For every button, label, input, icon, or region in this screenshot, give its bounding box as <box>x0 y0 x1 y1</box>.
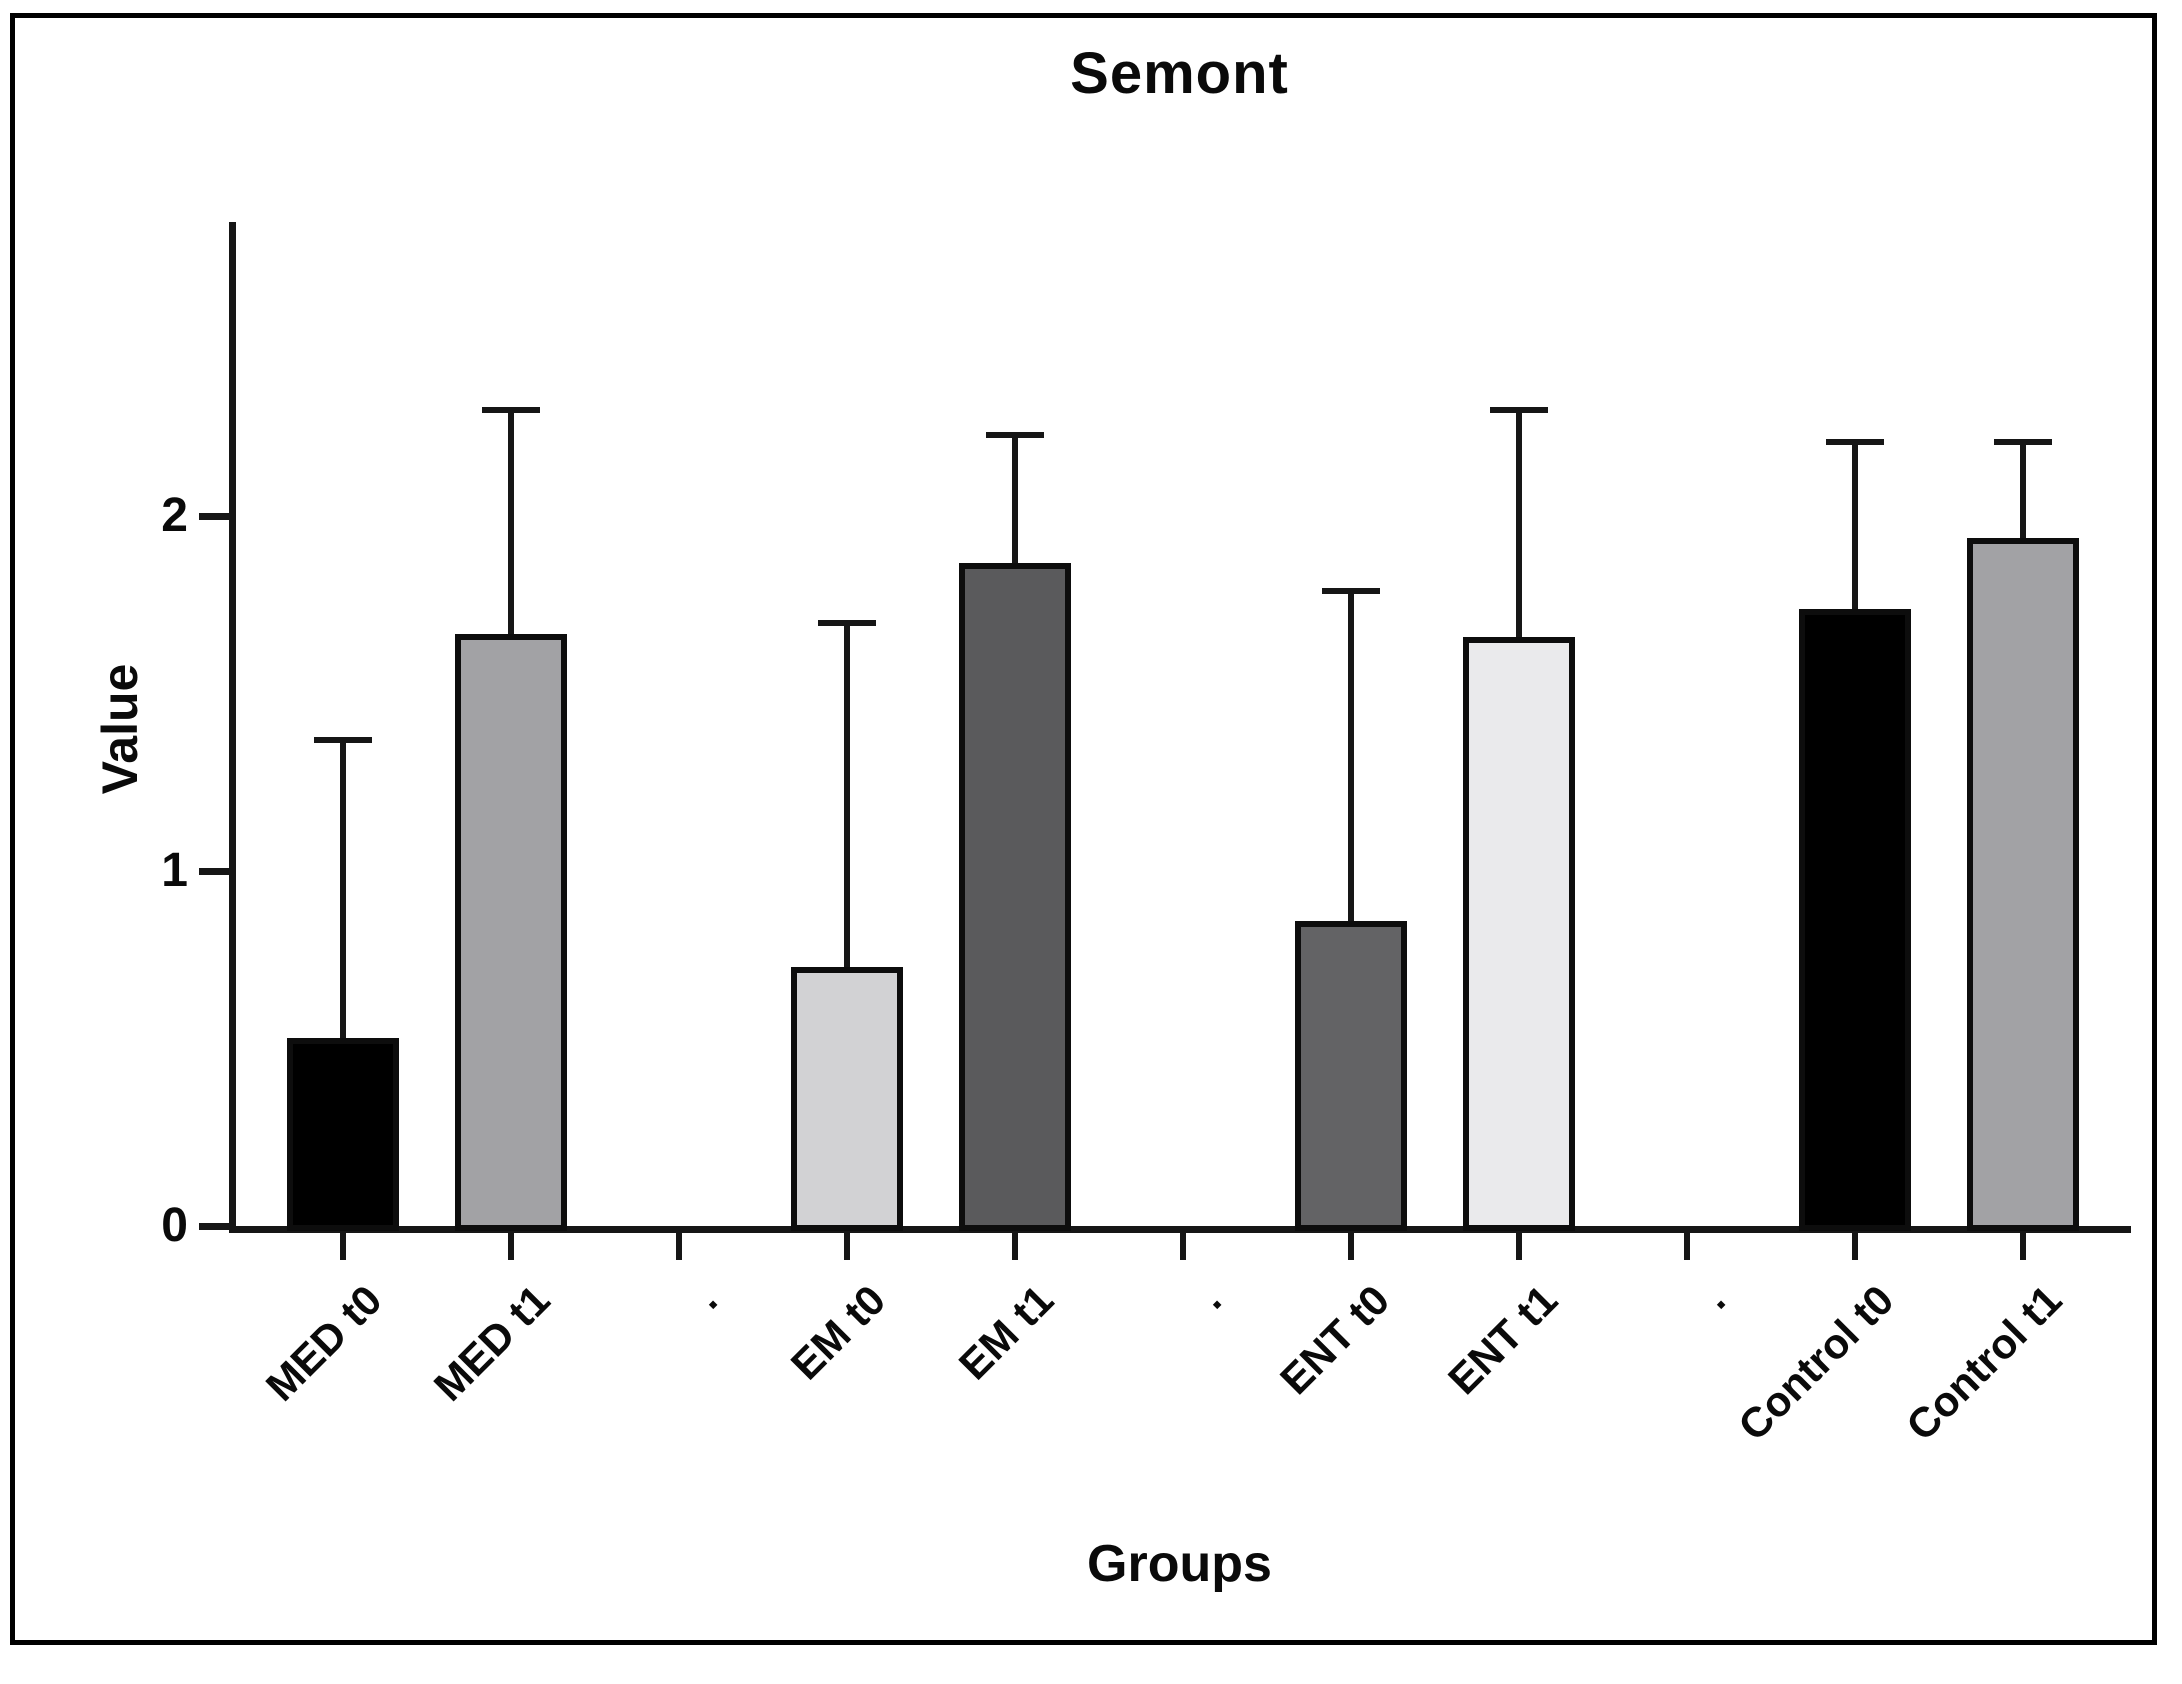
y-axis-line <box>229 222 236 1233</box>
error-bar-line <box>1852 441 1858 613</box>
error-bar-cap <box>1322 587 1380 594</box>
chart-title: Semont <box>1070 41 1289 106</box>
error-bar-cap <box>1490 407 1548 414</box>
bar-ent-t0 <box>1295 920 1407 1231</box>
x-axis-title: Groups <box>1087 1535 1272 1593</box>
bar-control-t1 <box>1967 537 2079 1231</box>
error-bar-line <box>1516 410 1522 642</box>
error-bar-line <box>844 622 850 971</box>
y-axis-tick <box>199 868 229 876</box>
x-axis-tick <box>1516 1233 1522 1260</box>
x-axis-tick <box>508 1233 514 1260</box>
bar-med-t1 <box>455 633 567 1231</box>
x-axis-tick <box>844 1233 850 1260</box>
error-bar-line <box>1012 434 1018 567</box>
x-axis-tick <box>676 1233 682 1260</box>
y-axis-tick <box>199 513 229 521</box>
x-axis-tick <box>1348 1233 1354 1260</box>
y-tick-label: 2 <box>161 489 188 543</box>
x-axis-tick <box>2020 1233 2026 1260</box>
error-bar-cap <box>986 431 1044 438</box>
error-bar-line <box>508 410 514 638</box>
bar-em-t1 <box>959 562 1071 1231</box>
x-axis-tick <box>340 1233 346 1260</box>
error-bar-line <box>2020 441 2026 542</box>
x-axis-line <box>229 1226 2131 1233</box>
x-axis-tick <box>1180 1233 1186 1260</box>
error-bar-cap <box>818 619 876 626</box>
bar-med-t0 <box>287 1037 399 1231</box>
error-bar-line <box>1348 590 1354 925</box>
x-axis-tick <box>1852 1233 1858 1260</box>
error-bar-cap <box>1994 438 2052 445</box>
error-bar-cap <box>482 407 540 414</box>
y-tick-label: 1 <box>161 844 188 898</box>
x-axis-tick <box>1012 1233 1018 1260</box>
error-bar-line <box>340 739 346 1042</box>
error-bar-cap <box>1826 438 1884 445</box>
y-tick-label: 0 <box>161 1199 188 1252</box>
bar-ent-t1 <box>1463 637 1575 1231</box>
bar-control-t0 <box>1799 608 1911 1231</box>
x-axis-tick <box>1684 1233 1690 1260</box>
error-bar-cap <box>314 736 372 743</box>
y-axis-title: Value <box>92 663 148 795</box>
y-axis-tick <box>199 1223 229 1230</box>
bar-em-t0 <box>791 967 903 1231</box>
